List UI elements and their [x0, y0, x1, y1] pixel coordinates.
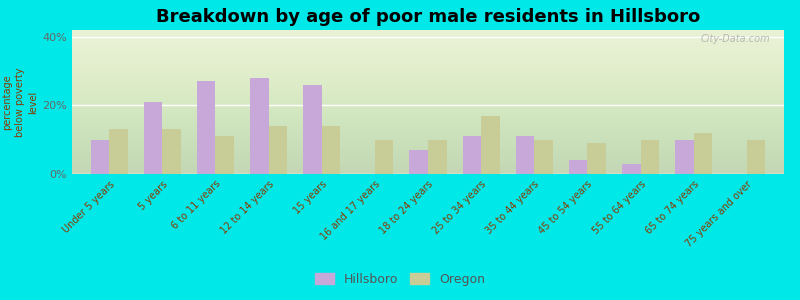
Bar [516, 136, 534, 174]
Bar [481, 116, 500, 174]
Bar [269, 126, 287, 174]
Bar [747, 140, 766, 174]
Bar [250, 78, 269, 174]
Text: City-Data.com: City-Data.com [700, 34, 770, 44]
Bar [322, 126, 340, 174]
Bar [428, 140, 446, 174]
Bar [90, 140, 109, 174]
Bar [641, 140, 659, 174]
Bar [694, 133, 712, 174]
Y-axis label: percentage
below poverty
level: percentage below poverty level [2, 67, 38, 137]
Bar [462, 136, 481, 174]
Bar [622, 164, 641, 174]
Bar [534, 140, 553, 174]
Bar [215, 136, 234, 174]
Bar [109, 129, 128, 174]
Bar [675, 140, 694, 174]
Bar [375, 140, 394, 174]
Bar [144, 102, 162, 174]
Legend: Hillsboro, Oregon: Hillsboro, Oregon [310, 268, 490, 291]
Bar [303, 85, 322, 174]
Bar [587, 143, 606, 174]
Title: Breakdown by age of poor male residents in Hillsboro: Breakdown by age of poor male residents … [156, 8, 700, 26]
Bar [410, 150, 428, 174]
Bar [162, 129, 181, 174]
Bar [569, 160, 587, 174]
Bar [197, 81, 215, 174]
